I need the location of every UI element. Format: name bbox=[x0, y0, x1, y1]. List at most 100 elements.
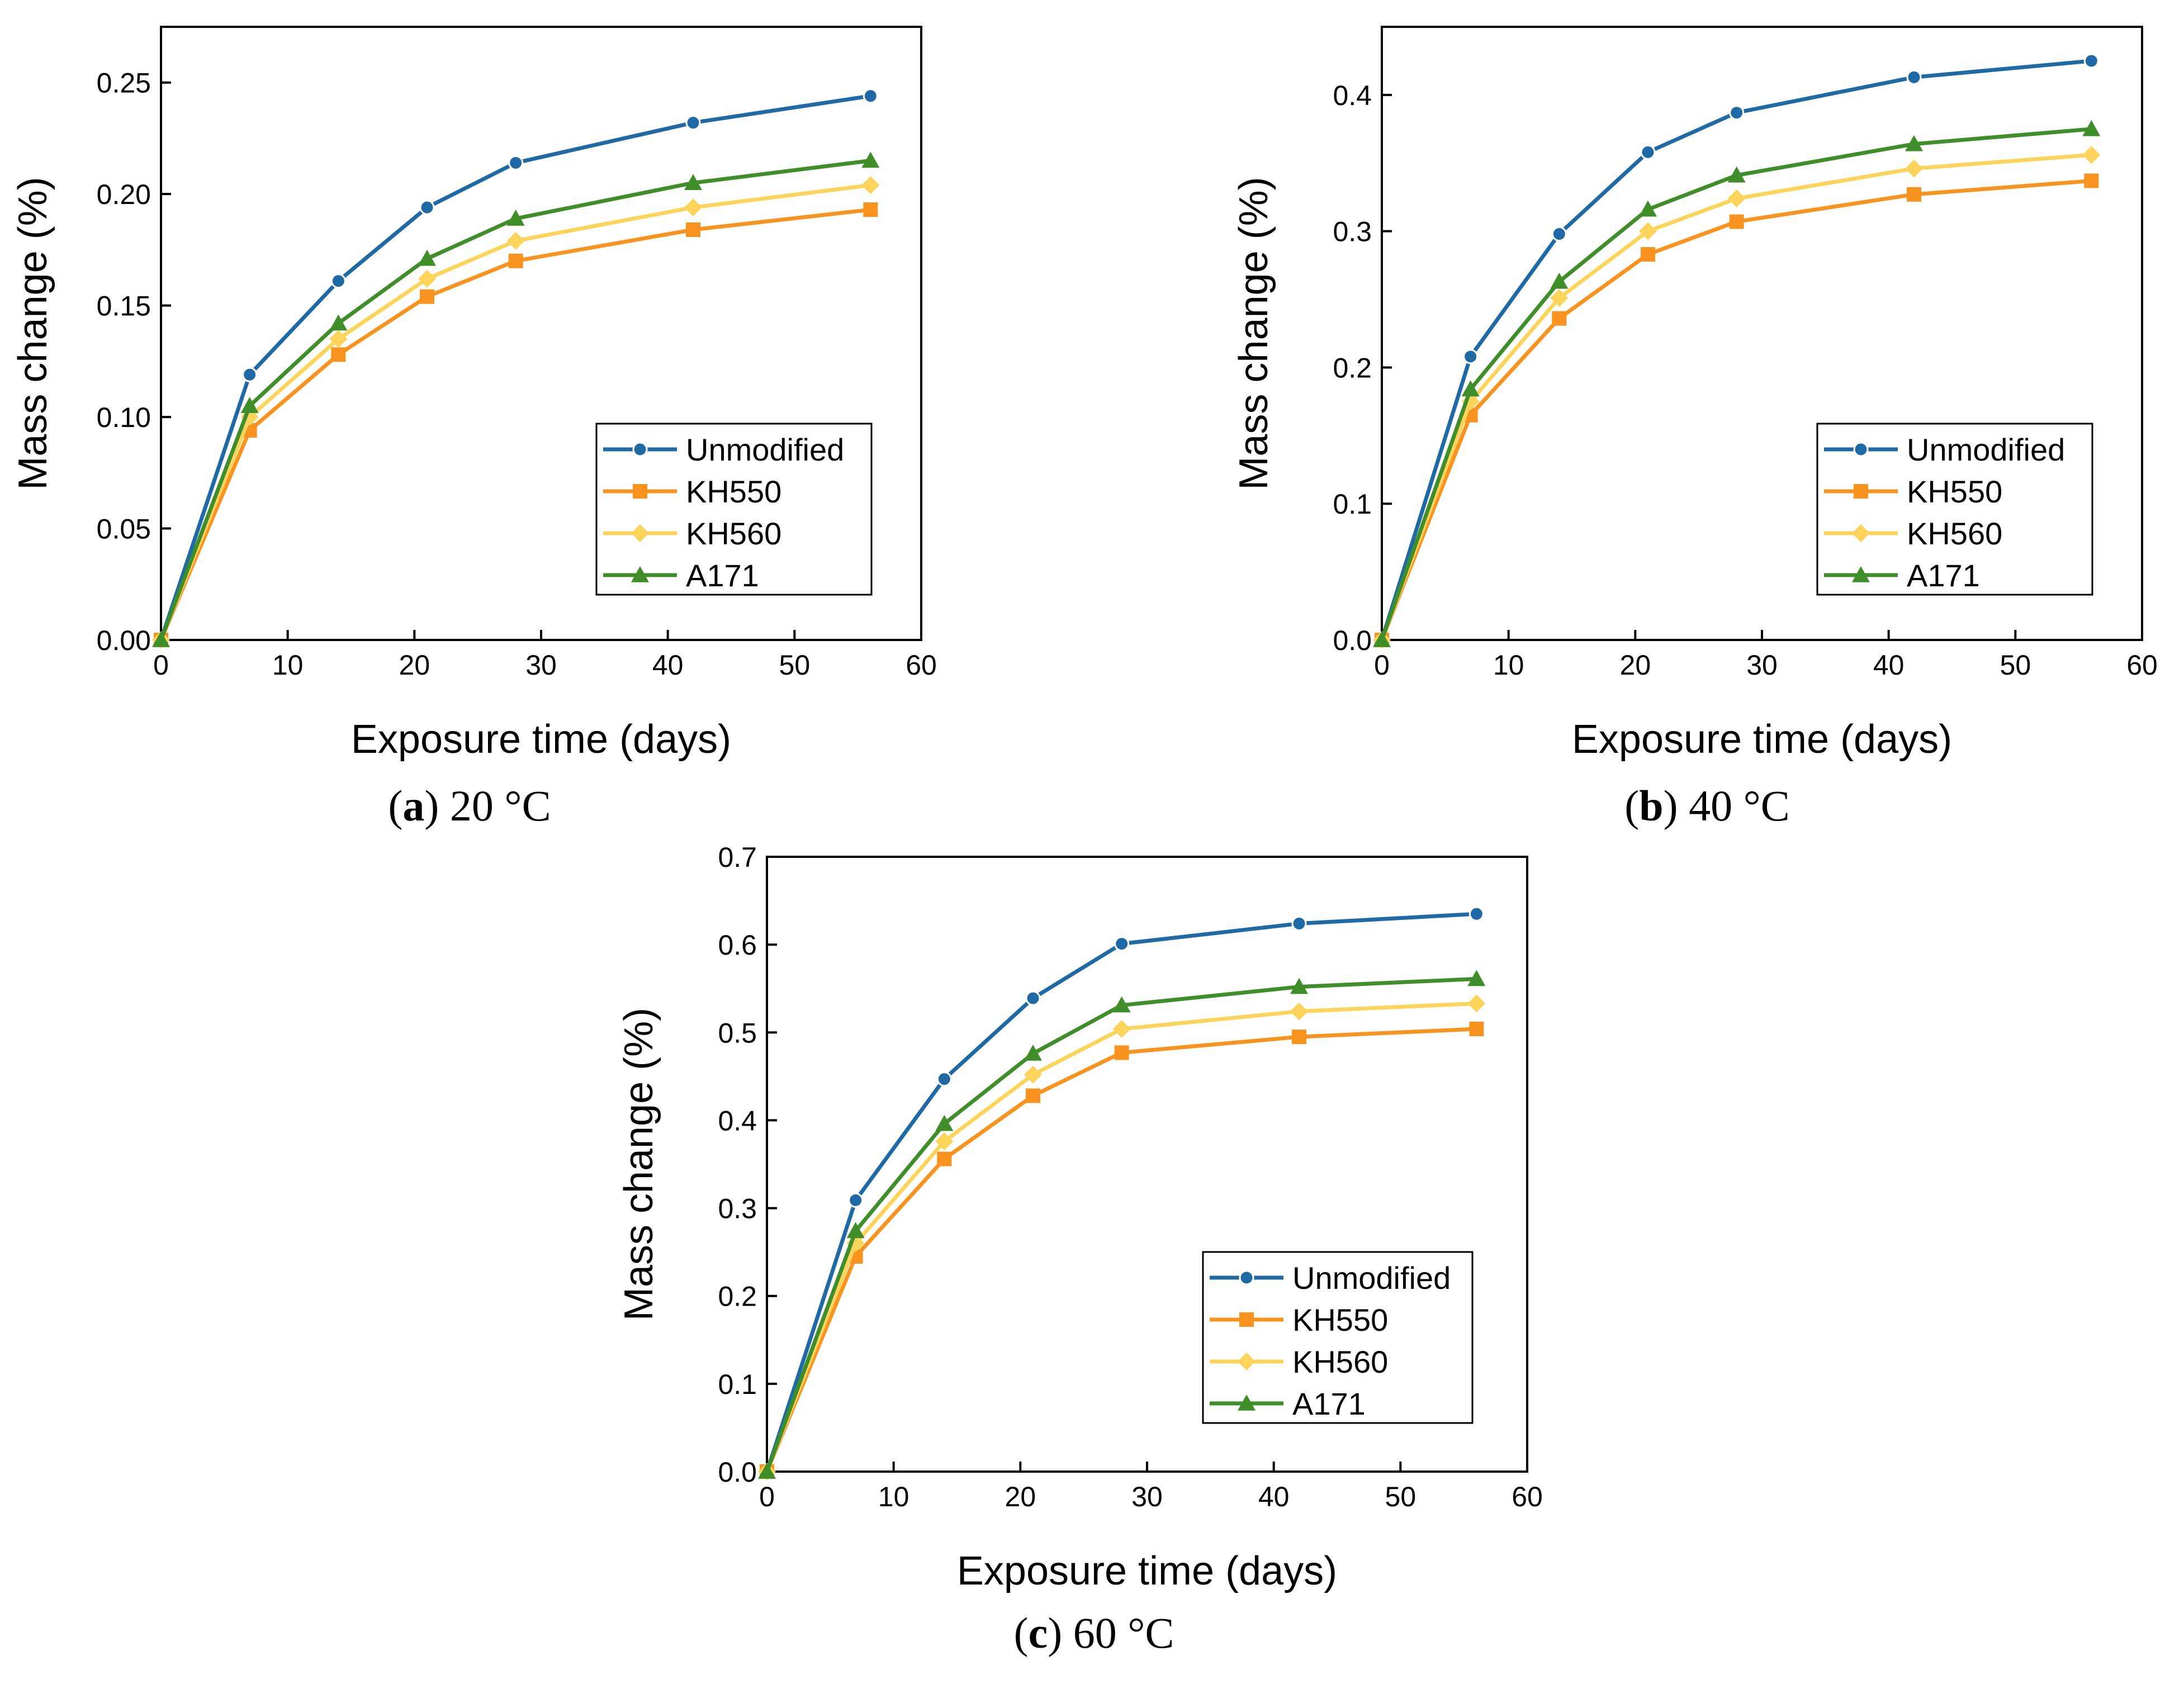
data-point bbox=[685, 115, 701, 131]
x-tick-label: 0 bbox=[153, 649, 169, 681]
legend-marker bbox=[633, 484, 647, 499]
data-point bbox=[1373, 631, 1391, 647]
data-point bbox=[684, 174, 702, 191]
data-point bbox=[1905, 159, 1923, 178]
data-point bbox=[863, 88, 878, 104]
x-tick-label: 30 bbox=[525, 649, 557, 681]
y-tick-label: 0.25 bbox=[97, 68, 151, 99]
data-point bbox=[1550, 289, 1569, 307]
legend-marker bbox=[1854, 484, 1868, 499]
y-axis-title: Mass change (%) bbox=[1231, 177, 1276, 490]
y-tick-label: 0.1 bbox=[718, 1369, 757, 1400]
data-point bbox=[1640, 144, 1656, 160]
x-tick-label: 40 bbox=[652, 649, 684, 681]
data-point bbox=[861, 176, 880, 195]
data-point bbox=[1112, 996, 1131, 1013]
data-point bbox=[508, 155, 524, 170]
x-tick-label: 60 bbox=[2126, 649, 2158, 681]
y-axis-title: Mass change (%) bbox=[11, 177, 55, 490]
data-point bbox=[1290, 978, 1308, 994]
caption-letter: b bbox=[1639, 781, 1663, 830]
caption-paren-open: ( bbox=[1014, 1609, 1029, 1657]
series-kh550 bbox=[1375, 173, 2099, 647]
data-point bbox=[1114, 1045, 1129, 1060]
x-tick-label: 30 bbox=[1746, 649, 1778, 681]
caption-paren-close: ) bbox=[424, 781, 449, 830]
legend-marker bbox=[1238, 1394, 1256, 1411]
data-point bbox=[848, 1192, 864, 1208]
data-point bbox=[330, 273, 346, 289]
data-point bbox=[1467, 994, 1486, 1013]
data-point bbox=[1907, 187, 1921, 202]
legend-label: Unmodified bbox=[1907, 432, 2065, 467]
caption-letter: a bbox=[402, 781, 424, 830]
x-tick-label: 60 bbox=[906, 649, 937, 681]
panel-caption: (c) 60 °C bbox=[1014, 1609, 1174, 1657]
data-point bbox=[240, 397, 259, 413]
series-a171 bbox=[758, 970, 1486, 1479]
data-point bbox=[1905, 135, 1923, 151]
data-point bbox=[2084, 173, 2099, 188]
x-tick-label: 0 bbox=[759, 1481, 775, 1512]
data-point bbox=[419, 200, 435, 215]
data-point bbox=[1024, 1045, 1042, 1061]
data-point bbox=[1639, 200, 1657, 217]
series-a171 bbox=[152, 151, 880, 647]
caption-paren-open: ( bbox=[388, 781, 402, 830]
y-tick-label: 0.05 bbox=[97, 514, 151, 545]
legend-label: KH560 bbox=[686, 516, 781, 551]
y-tick-label: 0.4 bbox=[1333, 80, 1372, 111]
legend-label: KH560 bbox=[1292, 1344, 1388, 1379]
data-point bbox=[684, 198, 702, 217]
caption-paren-open: ( bbox=[1624, 781, 1639, 830]
data-point bbox=[420, 289, 434, 304]
legend-label: KH560 bbox=[1907, 516, 2002, 551]
caption-letter: c bbox=[1029, 1609, 1048, 1657]
data-point bbox=[1906, 69, 1922, 85]
legend-label: A171 bbox=[1292, 1386, 1366, 1421]
data-point bbox=[1290, 1002, 1308, 1021]
x-axis-title: Exposure time (days) bbox=[351, 717, 731, 762]
data-point bbox=[1026, 1088, 1040, 1103]
chart-panel-a: 0 10 20 30 40 50 60 0.00 0.05 0.10 0.15 0.20 0.25 Exp… bbox=[11, 26, 937, 830]
data-point bbox=[506, 210, 525, 226]
data-point bbox=[1469, 1022, 1484, 1036]
y-tick-label: 0.2 bbox=[1333, 352, 1372, 383]
x-tick-label: 10 bbox=[878, 1481, 909, 1512]
y-tick-label: 0.0 bbox=[718, 1457, 757, 1488]
x-tick-label: 60 bbox=[1512, 1481, 1543, 1512]
data-point bbox=[331, 347, 346, 362]
legend-label: KH550 bbox=[1907, 474, 2002, 509]
x-tick-label: 50 bbox=[2000, 649, 2031, 681]
y-tick-label: 0.10 bbox=[97, 402, 151, 433]
y-tick-label: 0.2 bbox=[718, 1281, 757, 1312]
x-tick-label: 30 bbox=[1131, 1481, 1163, 1512]
data-point bbox=[508, 253, 523, 268]
legend-marker bbox=[631, 566, 649, 582]
legend-label: Unmodified bbox=[1292, 1260, 1451, 1296]
data-point bbox=[1727, 189, 1746, 208]
legend-label: A171 bbox=[1907, 558, 1980, 593]
y-tick-label: 0.15 bbox=[97, 291, 151, 322]
data-point bbox=[506, 231, 525, 250]
y-tick-label: 0.4 bbox=[718, 1105, 757, 1136]
data-point bbox=[863, 202, 878, 217]
data-point bbox=[2082, 146, 2101, 164]
caption-temperature: 20 °C bbox=[450, 781, 551, 830]
data-point bbox=[1114, 936, 1130, 952]
data-point bbox=[1467, 970, 1486, 986]
data-point bbox=[1550, 272, 1569, 289]
legend-marker bbox=[1239, 1312, 1254, 1327]
legend-marker bbox=[1853, 442, 1869, 457]
data-point bbox=[1292, 1030, 1306, 1045]
data-point bbox=[861, 151, 880, 168]
caption-temperature: 40 °C bbox=[1689, 781, 1790, 830]
legend-marker bbox=[1238, 1353, 1256, 1370]
data-point bbox=[242, 367, 258, 382]
caption-paren-close: ) bbox=[1664, 781, 1689, 830]
legend-marker bbox=[1239, 1270, 1254, 1285]
legend: Unmodified KH550 KH560 A171 bbox=[1816, 423, 2093, 596]
series-a171 bbox=[1373, 120, 2101, 647]
x-axis-title: Exposure time (days) bbox=[1572, 717, 1952, 762]
y-tick-label: 0.5 bbox=[718, 1017, 757, 1049]
